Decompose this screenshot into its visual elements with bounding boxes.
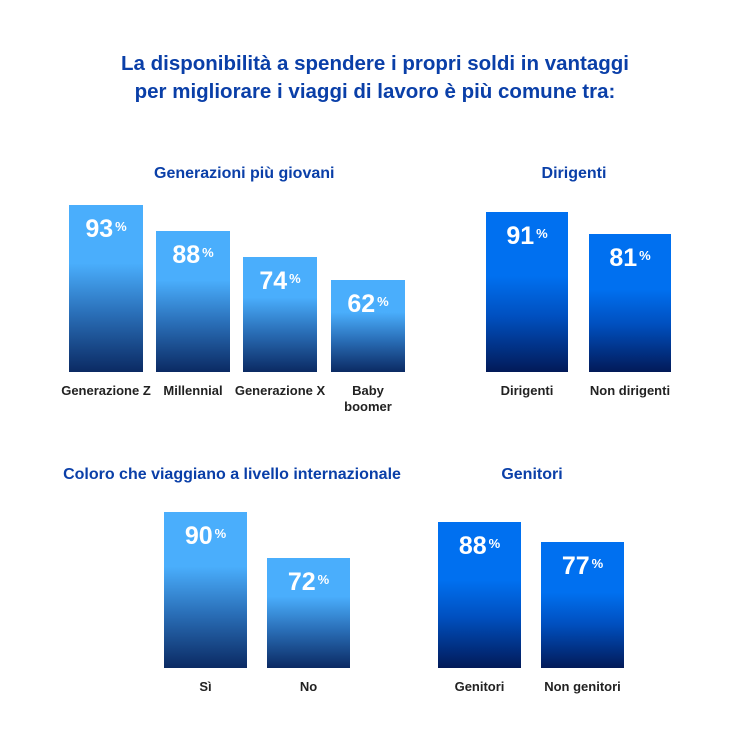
data-label-value: 74 (259, 267, 288, 295)
data-label-unit: % (591, 556, 604, 571)
category-label: Millennial (163, 383, 223, 398)
bar: 72% (267, 558, 350, 668)
data-label-value: 93 (85, 215, 114, 243)
data-label-value: 90 (184, 522, 213, 550)
data-label-unit: % (289, 271, 301, 286)
data-label: 62% (331, 290, 405, 319)
data-label: 91% (486, 222, 568, 251)
category-label: Generazione X (234, 383, 326, 398)
data-label: 81% (589, 244, 671, 273)
bar: 90% (164, 512, 247, 668)
category-label: Sì (199, 679, 212, 694)
data-label: 72% (267, 568, 350, 597)
bar: 93% (69, 205, 143, 372)
data-label: 93% (69, 215, 143, 244)
bar: 88% (438, 522, 521, 668)
bar: 74% (243, 257, 317, 372)
data-label-value: 72 (287, 568, 316, 596)
category-label: Genitori (454, 679, 505, 694)
bar: 62% (331, 280, 405, 372)
chart-title-international: Coloro che viaggiano a livello internazi… (63, 466, 401, 483)
data-label-value: 62 (347, 290, 376, 318)
chart-title-generations: Generazioni più giovani (154, 165, 335, 182)
bar: 88% (156, 231, 230, 372)
data-label: 88% (156, 241, 230, 270)
category-label: Dirigenti (500, 383, 554, 398)
data-label-unit: % (202, 245, 214, 260)
data-label-unit: % (536, 226, 548, 241)
data-label-unit: % (639, 248, 651, 263)
data-label: 90% (164, 522, 247, 551)
category-label: Non genitori (544, 679, 621, 694)
data-label-value: 91 (506, 222, 535, 250)
data-label-unit: % (115, 219, 127, 234)
data-label: 77% (541, 552, 624, 581)
main-title: La disponibilità a spendere i propri sol… (0, 50, 750, 106)
title-line-2: per migliorare i viaggi di lavoro è più … (134, 80, 616, 103)
chart-title-parents: Genitori (501, 466, 563, 483)
data-label: 74% (243, 267, 317, 296)
data-label-unit: % (377, 294, 389, 309)
data-label-unit: % (488, 536, 501, 551)
data-label-value: 88 (458, 532, 487, 560)
bar: 91% (486, 212, 568, 372)
category-label: Non dirigenti (589, 383, 671, 398)
data-label-unit: % (214, 526, 227, 541)
category-label: Baby boomer (344, 383, 392, 414)
data-label: 88% (438, 532, 521, 561)
category-label: Generazione Z (61, 383, 151, 398)
title-line-1: La disponibilità a spendere i propri sol… (120, 52, 629, 75)
category-label: No (299, 679, 318, 694)
bar: 81% (589, 234, 671, 372)
data-label-value: 77 (561, 552, 590, 580)
bar: 77% (541, 542, 624, 668)
data-label-value: 88 (172, 241, 201, 269)
data-label-unit: % (317, 572, 330, 587)
data-label-value: 81 (609, 244, 638, 272)
chart-title-executives: Dirigenti (541, 165, 607, 182)
